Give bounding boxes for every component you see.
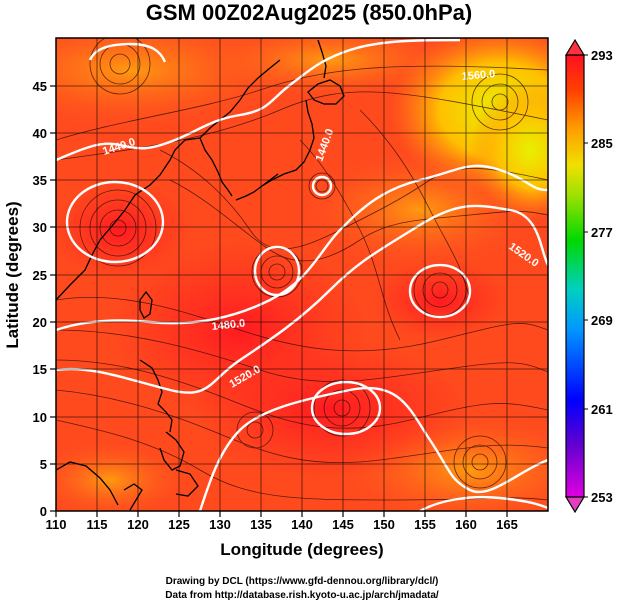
temperature-field bbox=[56, 38, 548, 511]
x-tick-label: 155 bbox=[414, 517, 436, 532]
y-tick-label: 15 bbox=[33, 362, 47, 377]
plot-title: GSM 00Z02Aug2025 (850.0hPa) bbox=[146, 0, 472, 25]
colorbar: 293 285 277 269 261 253 bbox=[564, 38, 613, 514]
japan-honshu bbox=[261, 99, 315, 187]
colorbar-label: 293 bbox=[591, 48, 613, 63]
vortex-south-central bbox=[313, 379, 371, 437]
y-axis-label: Latitude (degrees) bbox=[3, 201, 22, 348]
y-tick-labels: 0 5 10 15 20 25 30 35 40 45 bbox=[33, 79, 47, 519]
luzon-coast bbox=[139, 359, 173, 433]
y-axis bbox=[50, 85, 56, 512]
colorbar-label: 269 bbox=[591, 313, 613, 328]
contour-loop-east-japan bbox=[311, 175, 333, 197]
contour-label-1560: 1560.0 bbox=[461, 68, 496, 83]
y-tick-label: 5 bbox=[40, 457, 47, 472]
y-tick-label: 40 bbox=[33, 126, 47, 141]
contour-1440-north bbox=[56, 38, 461, 162]
coastlines bbox=[56, 39, 345, 511]
korea-coast bbox=[199, 137, 233, 197]
colorbar-scale bbox=[565, 54, 585, 498]
y-tick-label: 30 bbox=[33, 220, 47, 235]
y-tick-label: 0 bbox=[40, 504, 47, 519]
contour-far-southeast bbox=[419, 495, 548, 511]
y-tick-label: 35 bbox=[33, 173, 47, 188]
colorbar-label: 277 bbox=[591, 225, 613, 240]
taiwan-coast bbox=[139, 290, 153, 319]
x-tick-label: 120 bbox=[127, 517, 149, 532]
colorbar-bottom-arrow bbox=[564, 496, 586, 514]
philippines-south bbox=[159, 431, 185, 471]
colorbar-label: 285 bbox=[591, 136, 613, 151]
x-tick-labels: 110 115 120 125 130 135 140 145 150 155 … bbox=[46, 517, 518, 532]
x-tick-label: 140 bbox=[291, 517, 313, 532]
vortex-southeast bbox=[453, 435, 507, 489]
sulawesi-coast bbox=[123, 483, 143, 511]
mindanao-coast bbox=[175, 469, 199, 497]
hokkaido-coast bbox=[307, 79, 345, 105]
x-tick-label: 135 bbox=[250, 517, 272, 532]
lat-lon-grid bbox=[56, 38, 548, 511]
contour-loop-ecs bbox=[65, 180, 165, 264]
x-tick-label: 150 bbox=[373, 517, 395, 532]
y-tick-label: 10 bbox=[33, 410, 47, 425]
y-tick-label: 20 bbox=[33, 315, 47, 330]
credit-line-2: Data from http://database.rish.kyoto-u.a… bbox=[165, 590, 439, 601]
borneo-coast bbox=[56, 461, 119, 506]
x-tick-label: 125 bbox=[168, 517, 190, 532]
y-tick-label: 45 bbox=[33, 79, 47, 94]
contour-loop-south bbox=[310, 380, 382, 436]
sakhalin-coast bbox=[317, 39, 327, 79]
x-tick-label: 145 bbox=[332, 517, 354, 532]
colorbar-top-arrow bbox=[564, 38, 586, 56]
contour-loop-japan-south bbox=[253, 245, 301, 297]
x-axis bbox=[55, 511, 508, 517]
height-contours bbox=[56, 38, 548, 511]
x-tick-label: 115 bbox=[87, 517, 108, 532]
colorbar-label: 261 bbox=[591, 402, 613, 417]
contour-loop-central bbox=[408, 263, 472, 319]
x-tick-label: 110 bbox=[46, 517, 67, 532]
x-tick-label: 130 bbox=[209, 517, 231, 532]
asia-coast bbox=[56, 59, 281, 301]
y-tick-label: 25 bbox=[33, 268, 47, 283]
x-axis-label: Longitude (degrees) bbox=[220, 540, 383, 559]
credit-line-1: Drawing by DCL (https://www.gfd-dennou.o… bbox=[166, 576, 439, 587]
japan-kyushu-shikoku bbox=[235, 173, 279, 201]
colorbar-label: 253 bbox=[591, 490, 613, 505]
contour-1520-south bbox=[198, 387, 548, 511]
x-tick-label: 165 bbox=[496, 517, 518, 532]
contour-1520 bbox=[56, 204, 548, 394]
x-tick-label: 160 bbox=[455, 517, 477, 532]
